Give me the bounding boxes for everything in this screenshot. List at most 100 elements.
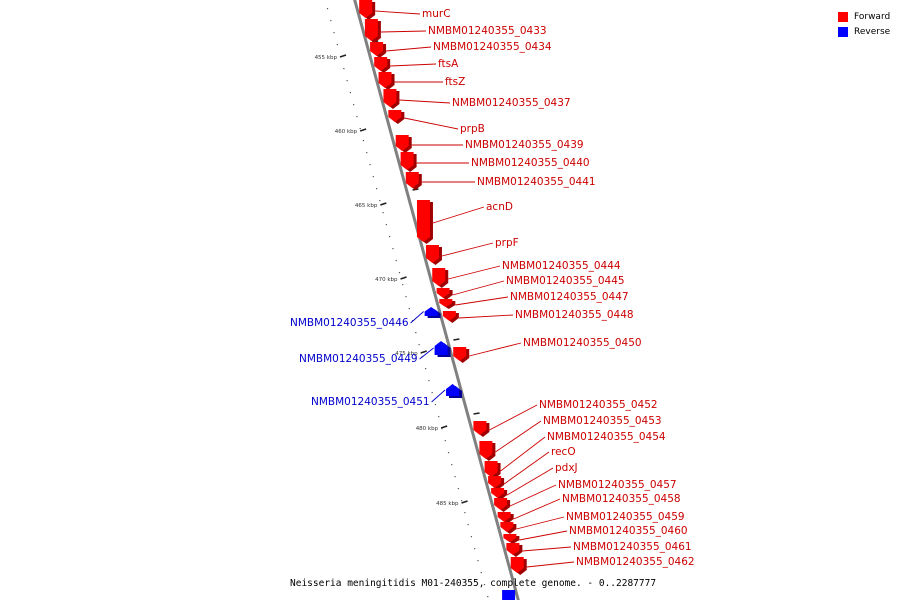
gene-features bbox=[359, 0, 527, 600]
gene-label[interactable]: NMBM01240355_0461 bbox=[573, 541, 692, 553]
minor-tick bbox=[359, 128, 361, 130]
forward-gene-feature[interactable] bbox=[425, 245, 442, 265]
forward-gene-feature[interactable] bbox=[479, 441, 496, 461]
gene-body bbox=[370, 42, 384, 56]
forward-gene-feature[interactable] bbox=[383, 89, 400, 109]
forward-gene-feature[interactable] bbox=[378, 72, 395, 90]
forward-gene-feature[interactable] bbox=[503, 534, 520, 544]
gene-label[interactable]: NMBM01240355_0454 bbox=[547, 431, 666, 443]
gene-label[interactable]: NMBM01240355_0445 bbox=[506, 275, 625, 287]
gene-label[interactable]: NMBM01240355_0447 bbox=[510, 291, 629, 303]
gene-label[interactable]: NMBM01240355_0452 bbox=[539, 399, 658, 411]
forward-gene-feature[interactable] bbox=[374, 57, 391, 73]
forward-gene-feature[interactable] bbox=[488, 476, 505, 490]
minor-tick bbox=[330, 20, 332, 22]
gene-label[interactable]: prpB bbox=[460, 123, 485, 135]
gene-label[interactable]: NMBM01240355_0439 bbox=[465, 139, 584, 151]
gene-label[interactable]: NMBM01240355_0449 bbox=[299, 353, 418, 365]
gene-label[interactable]: NMBM01240355_0440 bbox=[471, 157, 590, 169]
gene-body bbox=[432, 268, 446, 286]
forward-gene-feature[interactable] bbox=[359, 0, 376, 20]
gene-label[interactable]: NMBM01240355_0444 bbox=[502, 260, 621, 272]
gene-label[interactable]: NMBM01240355_0434 bbox=[433, 41, 552, 53]
gene-body bbox=[439, 299, 453, 307]
gene-body bbox=[510, 557, 524, 573]
reverse-gene-feature[interactable] bbox=[424, 307, 441, 318]
label-leader bbox=[404, 117, 459, 130]
forward-gene-feature[interactable] bbox=[405, 172, 422, 190]
forward-gene-feature[interactable] bbox=[497, 512, 514, 524]
reverse-swatch bbox=[838, 26, 848, 37]
minor-tick bbox=[343, 68, 345, 70]
tick-label: 475 kbp bbox=[395, 351, 418, 357]
gene-label[interactable]: NMBM01240355_0453 bbox=[543, 415, 662, 427]
gene-label[interactable]: NMBM01240355_0448 bbox=[515, 309, 634, 321]
major-tick bbox=[359, 128, 367, 132]
gene-label[interactable]: NMBM01240355_0459 bbox=[566, 511, 685, 523]
gene-body bbox=[488, 476, 502, 488]
gene-label[interactable]: pdxJ bbox=[555, 462, 578, 474]
forward-gene-feature[interactable] bbox=[473, 421, 490, 437]
minor-tick bbox=[379, 200, 381, 202]
gene-body bbox=[453, 347, 467, 361]
minor-ticks bbox=[326, 8, 489, 598]
label-leader bbox=[432, 206, 485, 224]
minor-tick bbox=[434, 404, 437, 406]
forward-gene-feature[interactable] bbox=[491, 488, 508, 500]
label-leader bbox=[519, 530, 568, 541]
tick-label: 455 kbp bbox=[315, 55, 338, 61]
forward-gene-feature[interactable] bbox=[416, 200, 433, 244]
gene-label[interactable]: NMBM01240355_0458 bbox=[562, 493, 681, 505]
reverse-gene-feature[interactable] bbox=[434, 341, 451, 357]
forward-gene-feature[interactable] bbox=[364, 19, 381, 43]
gene-label[interactable]: NMBM01240355_0437 bbox=[452, 97, 571, 109]
gene-label[interactable]: NMBM01240355_0451 bbox=[311, 396, 430, 408]
gene-body bbox=[494, 498, 508, 510]
gene-body bbox=[436, 288, 450, 298]
major-ticks: 455 kbp 460 kbp 465 kbp 470 kbp 475 kbp 480 k… bbox=[315, 40, 520, 561]
label-leader bbox=[516, 516, 565, 530]
forward-gene-feature[interactable] bbox=[453, 347, 470, 363]
minor-tick bbox=[467, 524, 469, 526]
legend: Forward Reverse bbox=[838, 9, 890, 39]
forward-gene-feature[interactable] bbox=[500, 522, 517, 534]
minor-tick bbox=[415, 332, 417, 334]
forward-gene-feature[interactable] bbox=[494, 498, 511, 512]
forward-gene-feature[interactable] bbox=[439, 299, 456, 309]
label-leader bbox=[495, 420, 542, 453]
forward-gene-feature[interactable] bbox=[436, 288, 453, 300]
minor-tick bbox=[438, 416, 440, 418]
forward-gene-feature[interactable] bbox=[506, 543, 523, 557]
gene-label[interactable]: prpF bbox=[495, 237, 519, 249]
gene-label[interactable]: NMBM01240355_0460 bbox=[569, 525, 688, 537]
gene-label[interactable]: NMBM01240355_0457 bbox=[558, 479, 677, 491]
forward-gene-feature[interactable] bbox=[510, 557, 527, 575]
tick-label: 470 kbp bbox=[375, 277, 398, 283]
gene-label[interactable]: acnD bbox=[486, 201, 513, 213]
forward-gene-feature[interactable] bbox=[370, 42, 387, 58]
reverse-gene-feature[interactable] bbox=[446, 384, 463, 398]
label-leader bbox=[458, 314, 514, 319]
label-leader bbox=[509, 484, 557, 507]
forward-gene-feature[interactable] bbox=[442, 311, 459, 323]
gene-label[interactable]: NMBM01240355_0446 bbox=[290, 317, 409, 329]
gene-label[interactable]: NMBM01240355_0433 bbox=[428, 25, 547, 37]
gene-body bbox=[434, 341, 448, 355]
gene-label[interactable]: ftsZ bbox=[445, 76, 465, 88]
gene-label[interactable]: NMBM01240355_0441 bbox=[477, 176, 596, 188]
gene-label[interactable]: NMBM01240355_0450 bbox=[523, 337, 642, 349]
minor-tick bbox=[356, 116, 358, 118]
gene-label[interactable]: recO bbox=[551, 446, 576, 458]
forward-gene-feature[interactable] bbox=[395, 135, 412, 153]
forward-gene-feature[interactable] bbox=[388, 110, 405, 124]
label-leader bbox=[506, 467, 554, 496]
forward-gene-feature[interactable] bbox=[432, 268, 449, 288]
gene-body bbox=[364, 19, 378, 41]
gene-label[interactable]: NMBM01240355_0462 bbox=[576, 556, 695, 568]
gene-body bbox=[416, 200, 430, 242]
gene-label[interactable]: murC bbox=[422, 8, 451, 20]
forward-gene-feature[interactable] bbox=[484, 461, 501, 479]
major-tick bbox=[440, 425, 448, 429]
gene-label[interactable]: ftsA bbox=[438, 58, 459, 70]
forward-gene-feature[interactable] bbox=[400, 152, 417, 172]
